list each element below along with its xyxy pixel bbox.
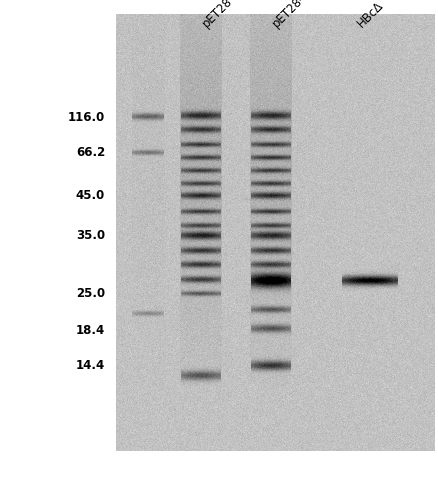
- Text: 66.2: 66.2: [76, 146, 105, 159]
- Text: 35.0: 35.0: [76, 228, 105, 242]
- Text: 45.0: 45.0: [76, 189, 105, 203]
- Text: 25.0: 25.0: [76, 287, 105, 300]
- Text: pET28-HBcΔ: pET28-HBcΔ: [269, 0, 330, 30]
- Text: HBcΔ: HBcΔ: [355, 0, 386, 30]
- Text: 18.4: 18.4: [76, 324, 105, 337]
- Text: 14.4: 14.4: [76, 359, 105, 372]
- Text: pET28: pET28: [199, 0, 235, 30]
- Text: 116.0: 116.0: [68, 111, 105, 124]
